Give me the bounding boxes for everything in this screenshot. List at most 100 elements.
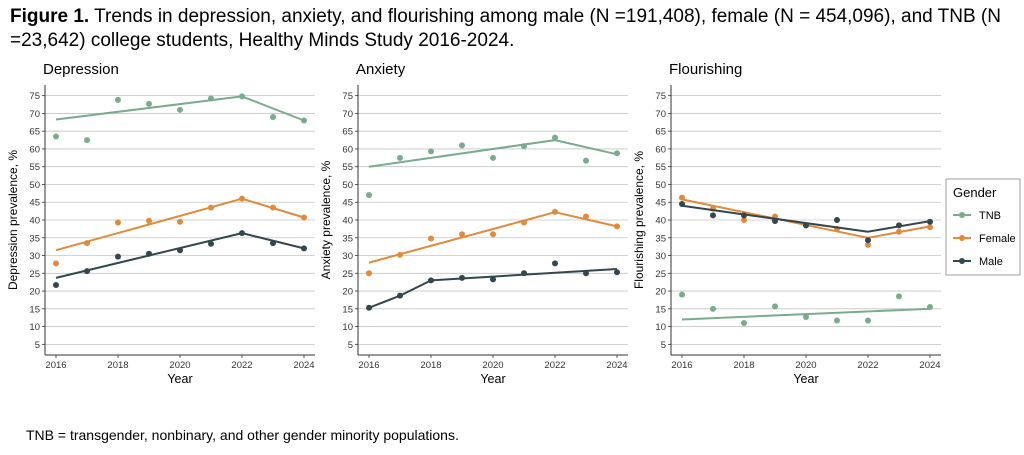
- data-point-female: [490, 231, 496, 238]
- y-tick-label: 40: [342, 216, 353, 227]
- panel-anxiety: Anxiety 5 10 15 20 25 30 35 40 45 50 55 60 65 70 75 2016…: [319, 61, 628, 386]
- y-tick-label: 50: [29, 180, 40, 191]
- y-tick-label: 35: [342, 233, 353, 244]
- figure-title: Figure 1. Trends in depression, anxiety,…: [10, 5, 1015, 53]
- y-tick-label: 5: [35, 340, 40, 351]
- panel-title: Anxiety: [356, 61, 406, 78]
- data-point-male: [614, 269, 620, 276]
- legend-item-male: Male: [953, 256, 1003, 268]
- data-point-female: [896, 228, 902, 235]
- y-tick-label: 70: [342, 109, 353, 120]
- y-tick-label: 55: [342, 162, 353, 173]
- data-point-male: [53, 282, 59, 289]
- data-point-female: [583, 213, 589, 220]
- data-point-male: [710, 212, 716, 219]
- legend: Gender TNB Female Male: [945, 178, 1021, 276]
- y-tick-label: 65: [342, 127, 353, 138]
- data-point-male: [521, 270, 527, 277]
- data-point-tnb: [177, 106, 183, 113]
- x-tick-label: 2016: [671, 360, 692, 371]
- data-point-tnb: [208, 95, 214, 102]
- y-tick-label: 25: [655, 269, 666, 280]
- data-point-tnb: [397, 154, 403, 161]
- data-point-male: [552, 260, 558, 267]
- data-point-female: [239, 195, 245, 202]
- data-point-male: [834, 217, 840, 223]
- x-tick-label: 2020: [795, 360, 816, 371]
- data-point-female: [208, 204, 214, 211]
- y-tick-label: 10: [655, 322, 666, 333]
- y-axis-label: Flourishing prevalence, %: [632, 151, 646, 289]
- trend-line-male: [368, 268, 618, 309]
- y-tick-label: 5: [661, 340, 666, 351]
- y-tick-label: 50: [655, 180, 666, 191]
- data-point-female: [177, 218, 183, 225]
- data-point-tnb: [53, 133, 59, 140]
- data-point-male: [84, 268, 90, 275]
- chart-panels: Depression510152025303540455055606570752…: [6, 61, 941, 386]
- legend-items: TNB Female Male: [953, 210, 1016, 268]
- x-tick-label: 2018: [420, 360, 441, 371]
- data-point-tnb: [710, 305, 716, 312]
- data-point-tnb: [270, 113, 276, 120]
- data-point-tnb: [552, 134, 558, 141]
- data-point-female: [428, 235, 434, 242]
- legend-marker: [959, 212, 965, 218]
- data-point-female: [741, 217, 747, 223]
- data-point-tnb: [146, 100, 152, 107]
- y-tick-label: 65: [29, 127, 40, 138]
- x-tick-label: 2020: [169, 360, 190, 371]
- legend-item-tnb: TNB: [953, 210, 1001, 222]
- data-point-tnb: [741, 320, 747, 327]
- data-point-male: [428, 277, 434, 284]
- y-tick-label: 5: [348, 340, 353, 351]
- data-point-male: [490, 276, 496, 283]
- data-point-female: [270, 204, 276, 211]
- data-point-female: [521, 219, 527, 226]
- trend-line-female: [681, 198, 931, 239]
- data-point-female: [927, 224, 933, 231]
- y-tick-label: 30: [29, 251, 40, 262]
- panel-title: Depression: [43, 61, 119, 78]
- data-point-male: [115, 253, 121, 260]
- x-tick-label: 2022: [857, 360, 878, 371]
- y-tick-label: 60: [655, 144, 666, 155]
- y-tick-label: 75: [342, 91, 353, 102]
- y-tick-label: 35: [29, 233, 40, 244]
- figure-caption: Trends in depression, anxiety, and flour…: [10, 6, 1001, 51]
- legend-item-female: Female: [953, 233, 1016, 245]
- y-tick-label: 75: [655, 91, 666, 102]
- legend-marker: [959, 235, 965, 241]
- data-point-female: [53, 260, 59, 267]
- y-tick-label: 50: [342, 180, 353, 191]
- data-point-female: [146, 217, 152, 224]
- y-tick-label: 45: [655, 198, 666, 209]
- legend-title: Gender: [953, 185, 997, 200]
- y-tick-label: 45: [29, 198, 40, 209]
- legend-label: Female: [979, 233, 1016, 245]
- legend-marker: [959, 258, 965, 264]
- y-tick-label: 20: [342, 287, 353, 298]
- y-tick-label: 40: [655, 216, 666, 227]
- data-point-female: [301, 214, 307, 221]
- y-tick-label: 15: [342, 304, 353, 315]
- x-axis-label: Year: [167, 372, 192, 386]
- data-point-male: [397, 292, 403, 299]
- legend-label: Male: [979, 256, 1003, 268]
- data-point-tnb: [428, 148, 434, 155]
- y-tick-label: 25: [29, 269, 40, 280]
- data-point-female: [366, 270, 372, 277]
- data-point-tnb: [583, 157, 589, 164]
- data-point-tnb: [614, 150, 620, 157]
- data-point-female: [84, 240, 90, 247]
- x-tick-label: 2022: [231, 360, 252, 371]
- data-point-male: [239, 230, 245, 237]
- data-point-male: [366, 304, 372, 311]
- data-point-male: [896, 222, 902, 229]
- y-tick-label: 70: [29, 109, 40, 120]
- y-tick-label: 60: [29, 144, 40, 155]
- data-point-tnb: [865, 317, 871, 324]
- x-tick-label: 2016: [45, 360, 66, 371]
- data-point-tnb: [521, 143, 527, 150]
- y-tick-label: 35: [655, 233, 666, 244]
